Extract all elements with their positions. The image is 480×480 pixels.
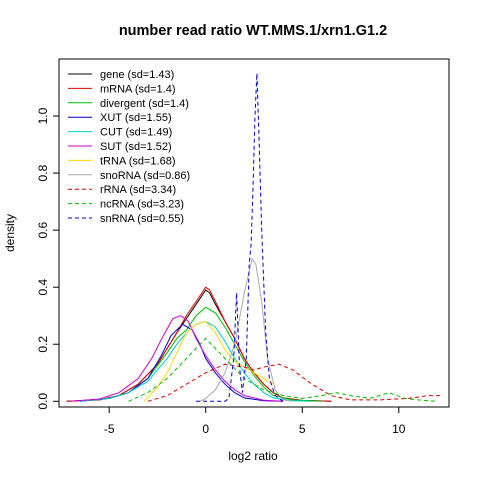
legend-entry: mRNA (sd=1.4) [100,83,176,95]
legend-entry: SUT (sd=1.52) [100,141,172,153]
series-line-5 [80,320,312,402]
legend-entry: tRNA (sd=1.68) [100,155,176,167]
legend-entry: ncRNA (sd=3.23) [100,199,184,211]
x-tick-label: -5 [104,422,115,436]
y-tick-label: 0.8 [36,164,50,181]
series-lines [66,73,442,402]
legend-entry: divergent (sd=1.4) [100,98,189,110]
y-axis-label: density [3,214,17,252]
series-line-4 [80,323,284,402]
plot-frame [58,58,450,408]
y-tick-label: 0.0 [36,393,50,410]
series-line-1 [66,289,332,402]
y-tick-label: 0.6 [36,221,50,238]
series-line-10 [128,337,438,402]
x-axis-label: log2 ratio [228,449,278,463]
series-line-3 [80,306,322,402]
x-tick-label: 0 [202,422,209,436]
y-axis: 0.0 0.2 0.4 0.6 0.8 1.0 [36,107,60,410]
chart-title: number read ratio WT.MMS.1/xrn1.G1.2 [119,23,387,39]
series-line-8 [199,257,293,402]
legend-entry: CUT (sd=1.49) [100,127,172,139]
legend-entry: snRNA (sd=0.55) [100,213,184,225]
y-tick-label: 0.2 [36,336,50,353]
y-tick-label: 1.0 [36,107,50,124]
legend: gene (sd=1.43) mRNA (sd=1.4) divergent (sd… [68,69,190,225]
legend-entry: XUT (sd=1.55) [100,112,172,124]
x-axis: -5 0 5 10 [104,406,406,436]
y-tick-label: 0.4 [36,279,50,296]
legend-entry: snoRNA (sd=0.86) [100,170,190,182]
series-line-6 [70,315,284,402]
legend-entry: rRNA (sd=3.34) [100,184,176,196]
series-line-9 [147,363,442,402]
legend-entry: gene (sd=1.43) [100,69,174,81]
series-line-7 [143,320,274,402]
x-tick-label: 5 [299,422,306,436]
series-line-2 [66,286,332,402]
series-line-11 [196,73,284,402]
x-tick-label: 10 [392,422,406,436]
